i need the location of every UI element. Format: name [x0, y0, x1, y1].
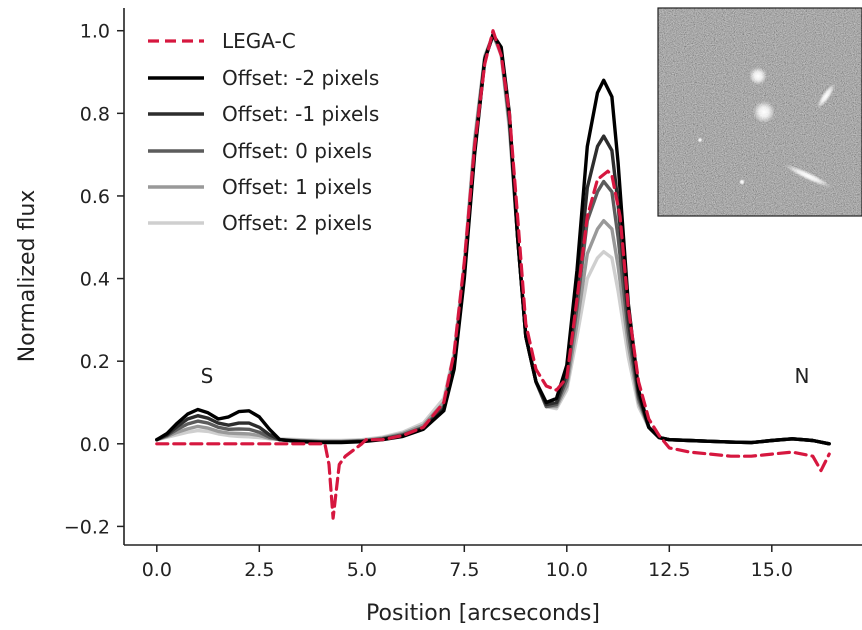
series-line-lega-c [155, 29, 831, 520]
annotation-n: N [795, 364, 810, 388]
x-axis-label: Position [arcseconds] [366, 601, 600, 626]
x-tick-label: 7.5 [449, 559, 479, 581]
x-tick-label: 12.5 [648, 559, 690, 581]
x-tick-label: 15.0 [751, 559, 793, 581]
legend-label-offset-1: Offset: 1 pixels [222, 175, 372, 199]
axis-ticks: 0.0 2.5 5.0 7.5 10.0 12.5 15.0 −0.2 0.0 0.2 0.4 0.6… [64, 21, 793, 581]
y-tick-label: 0.8 [80, 103, 110, 125]
y-tick-label: 1.0 [80, 21, 110, 43]
legend-label-offset-m2: Offset: -2 pixels [222, 66, 379, 90]
legend-label-lega-c: LEGA-C [222, 29, 296, 53]
y-tick-label: 0.0 [80, 434, 110, 456]
legend-label-offset-0: Offset: 0 pixels [222, 139, 372, 163]
x-tick-label: 0.0 [142, 559, 172, 581]
x-tick-label: 10.0 [546, 559, 588, 581]
y-tick-label: 0.6 [80, 186, 110, 208]
y-tick-label: 0.4 [80, 269, 110, 291]
inset-sky-image [657, 7, 862, 217]
x-tick-label: 2.5 [244, 559, 274, 581]
series-line-offset-2-pixels [155, 33, 831, 446]
y-tick-label: 0.2 [80, 351, 110, 373]
annotation-s: S [201, 364, 214, 388]
legend-label-offset-m1: Offset: -1 pixels [222, 102, 379, 126]
series-lines [155, 29, 831, 520]
y-tick-label: −0.2 [64, 516, 110, 538]
legend-label-offset-2: Offset: 2 pixels [222, 211, 372, 235]
y-axis-label: Normalized flux [15, 190, 40, 363]
x-tick-label: 5.0 [347, 559, 377, 581]
legend: LEGA-C Offset: -2 pixels Offset: -1 pixe… [148, 29, 379, 235]
